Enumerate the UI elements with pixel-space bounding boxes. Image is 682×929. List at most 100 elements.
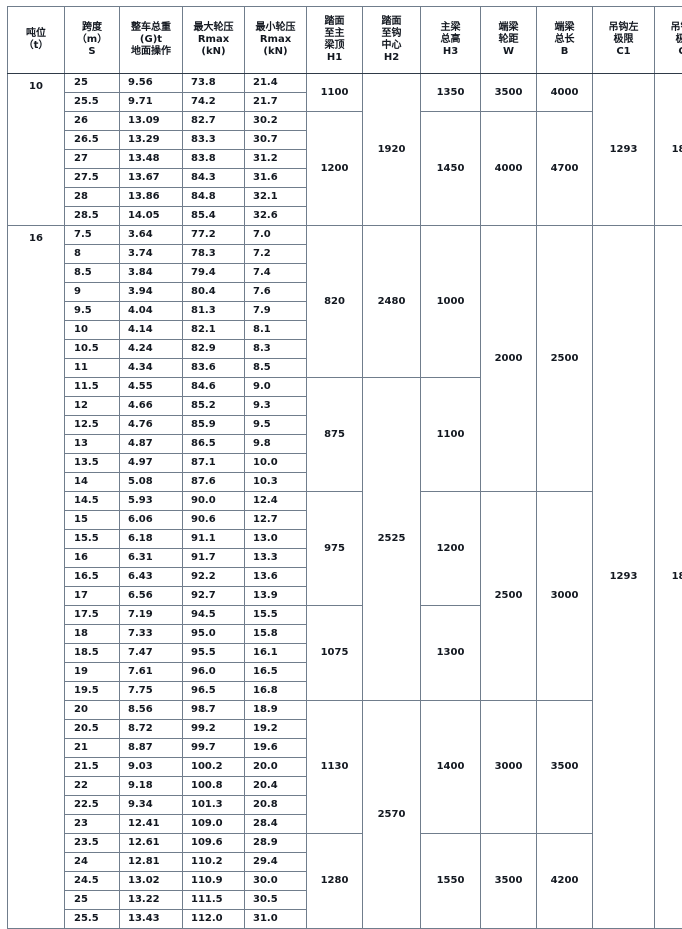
column-header-c2-line-2: C2 <box>656 46 682 58</box>
cell-weight: 9.71 <box>120 93 183 112</box>
cell-weight: 7.47 <box>120 644 183 663</box>
column-header-c2-line-0: 吊钩右 <box>656 22 682 34</box>
cell-span: 17 <box>65 587 120 606</box>
column-header-h1-line-1: 至主 <box>308 28 361 40</box>
column-header-w-line-1: 轮距 <box>482 34 535 46</box>
cell-weight: 13.86 <box>120 188 183 207</box>
cell-w: 4000 <box>481 112 537 226</box>
cell-h3: 1300 <box>421 606 481 701</box>
column-header-h1-line-2: 梁顶 <box>308 40 361 52</box>
cell-rmax: 98.7 <box>183 701 245 720</box>
cell-span: 14 <box>65 473 120 492</box>
cell-weight: 9.56 <box>120 74 183 93</box>
cell-h2: 2570 <box>363 701 421 929</box>
cell-rmin: 29.4 <box>245 853 307 872</box>
cell-weight: 13.22 <box>120 891 183 910</box>
cell-b: 4000 <box>537 74 593 112</box>
cell-rmax: 83.8 <box>183 150 245 169</box>
cell-rmin: 7.4 <box>245 264 307 283</box>
cell-rmin: 7.2 <box>245 245 307 264</box>
cell-span: 13.5 <box>65 454 120 473</box>
cell-span: 20.5 <box>65 720 120 739</box>
cell-weight: 9.03 <box>120 758 183 777</box>
column-header-h1-line-0: 踏面 <box>308 16 361 28</box>
cell-rmax: 87.1 <box>183 454 245 473</box>
cell-h1: 1075 <box>307 606 363 701</box>
tonnage-value: 10 <box>8 78 64 96</box>
column-header-tonnage-line-1: （t） <box>9 40 63 52</box>
column-header-w-line-2: W <box>482 46 535 58</box>
column-header-h2-line-2: 中心 <box>364 40 419 52</box>
cell-span: 17.5 <box>65 606 120 625</box>
cell-rmax: 94.5 <box>183 606 245 625</box>
cell-rmin: 20.8 <box>245 796 307 815</box>
cell-rmin: 9.0 <box>245 378 307 397</box>
cell-weight: 9.18 <box>120 777 183 796</box>
cell-rmin: 16.5 <box>245 663 307 682</box>
cell-rmax: 79.4 <box>183 264 245 283</box>
cell-weight: 7.75 <box>120 682 183 701</box>
cell-weight: 13.02 <box>120 872 183 891</box>
column-header-b-line-2: B <box>538 46 591 58</box>
cell-span: 9.5 <box>65 302 120 321</box>
cell-weight: 6.31 <box>120 549 183 568</box>
cell-c1: 1293 <box>593 74 655 226</box>
cell-rmax: 85.2 <box>183 397 245 416</box>
column-header-c1-line-0: 吊钩左 <box>594 22 653 34</box>
cell-rmin: 30.7 <box>245 131 307 150</box>
cell-rmax: 99.7 <box>183 739 245 758</box>
cell-rmax: 81.3 <box>183 302 245 321</box>
cell-span: 22 <box>65 777 120 796</box>
cell-span: 19 <box>65 663 120 682</box>
cell-span: 22.5 <box>65 796 120 815</box>
tonnage-group-cell: 16 <box>8 226 65 929</box>
cell-rmax: 95.0 <box>183 625 245 644</box>
cell-weight: 3.74 <box>120 245 183 264</box>
cell-rmin: 19.6 <box>245 739 307 758</box>
cell-rmin: 32.6 <box>245 207 307 226</box>
cell-rmax: 96.5 <box>183 682 245 701</box>
cell-weight: 6.56 <box>120 587 183 606</box>
cell-span: 12.5 <box>65 416 120 435</box>
cell-rmax: 90.0 <box>183 492 245 511</box>
cell-rmin: 7.6 <box>245 283 307 302</box>
cell-h1: 975 <box>307 492 363 606</box>
cell-rmax: 86.5 <box>183 435 245 454</box>
cell-b: 3000 <box>537 492 593 701</box>
column-header-span: 跨度（m）S <box>65 7 120 74</box>
cell-rmax: 82.7 <box>183 112 245 131</box>
cell-rmax: 84.3 <box>183 169 245 188</box>
cell-c2: 1893 <box>655 74 682 226</box>
cell-weight: 6.18 <box>120 530 183 549</box>
cell-rmin: 15.8 <box>245 625 307 644</box>
cell-weight: 4.76 <box>120 416 183 435</box>
cell-span: 18.5 <box>65 644 120 663</box>
cell-h1: 820 <box>307 226 363 378</box>
column-header-rmax-line-0: 最大轮压 <box>184 22 243 34</box>
cell-weight: 4.87 <box>120 435 183 454</box>
cell-weight: 3.94 <box>120 283 183 302</box>
cell-span: 21.5 <box>65 758 120 777</box>
column-header-b-line-0: 端梁 <box>538 22 591 34</box>
column-header-w-line-0: 端梁 <box>482 22 535 34</box>
cell-span: 12 <box>65 397 120 416</box>
cell-span: 19.5 <box>65 682 120 701</box>
column-header-c1-line-1: 极限 <box>594 34 653 46</box>
cell-rmin: 8.5 <box>245 359 307 378</box>
cell-w: 2500 <box>481 492 537 701</box>
cell-weight: 3.64 <box>120 226 183 245</box>
cell-h1: 1280 <box>307 834 363 929</box>
cell-rmax: 87.6 <box>183 473 245 492</box>
cell-w: 3500 <box>481 74 537 112</box>
cell-weight: 12.41 <box>120 815 183 834</box>
cell-rmin: 31.2 <box>245 150 307 169</box>
cell-h2: 2480 <box>363 226 421 378</box>
